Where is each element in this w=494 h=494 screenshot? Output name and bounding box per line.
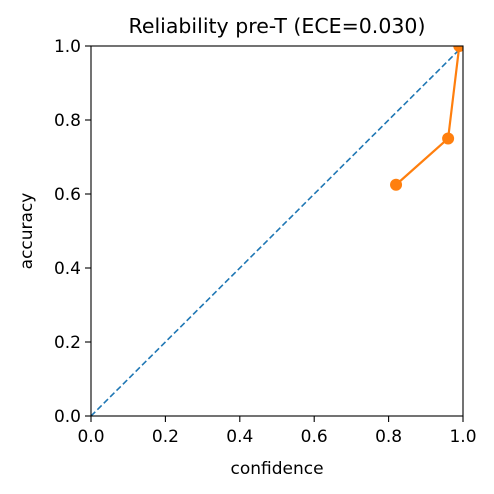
y-tick-label: 0.4: [54, 259, 81, 279]
chart-title: Reliability pre-T (ECE=0.030): [129, 14, 426, 38]
x-axis-label: confidence: [230, 459, 323, 479]
x-tick-label: 0.8: [375, 427, 402, 447]
reference-diagonal-line: [91, 46, 463, 416]
y-axis: 0.0 0.2 0.4 0.6 0.8 1.0: [54, 37, 91, 427]
plot-area: [91, 46, 463, 416]
reliability-point: [442, 132, 455, 145]
y-tick-label: 1.0: [54, 37, 81, 57]
reliability-point: [453, 46, 463, 52]
x-tick-label: 0.2: [152, 427, 179, 447]
axes-frame: [90, 45, 464, 417]
reliability-point: [390, 178, 403, 191]
reliability-line: [395, 46, 461, 186]
x-tick-label: 0.0: [77, 427, 104, 447]
x-tick-label: 0.6: [301, 427, 328, 447]
y-tick-label: 0.8: [54, 111, 81, 131]
x-tick-label: 1.0: [449, 427, 476, 447]
y-axis-label: accuracy: [17, 193, 37, 270]
y-tick-label: 0.2: [54, 333, 81, 353]
x-tick-label: 0.4: [226, 427, 253, 447]
y-tick-label: 0.0: [54, 407, 81, 427]
y-tick-label: 0.6: [54, 185, 81, 205]
x-axis: 0.0 0.2 0.4 0.6 0.8 1.0: [77, 416, 477, 447]
